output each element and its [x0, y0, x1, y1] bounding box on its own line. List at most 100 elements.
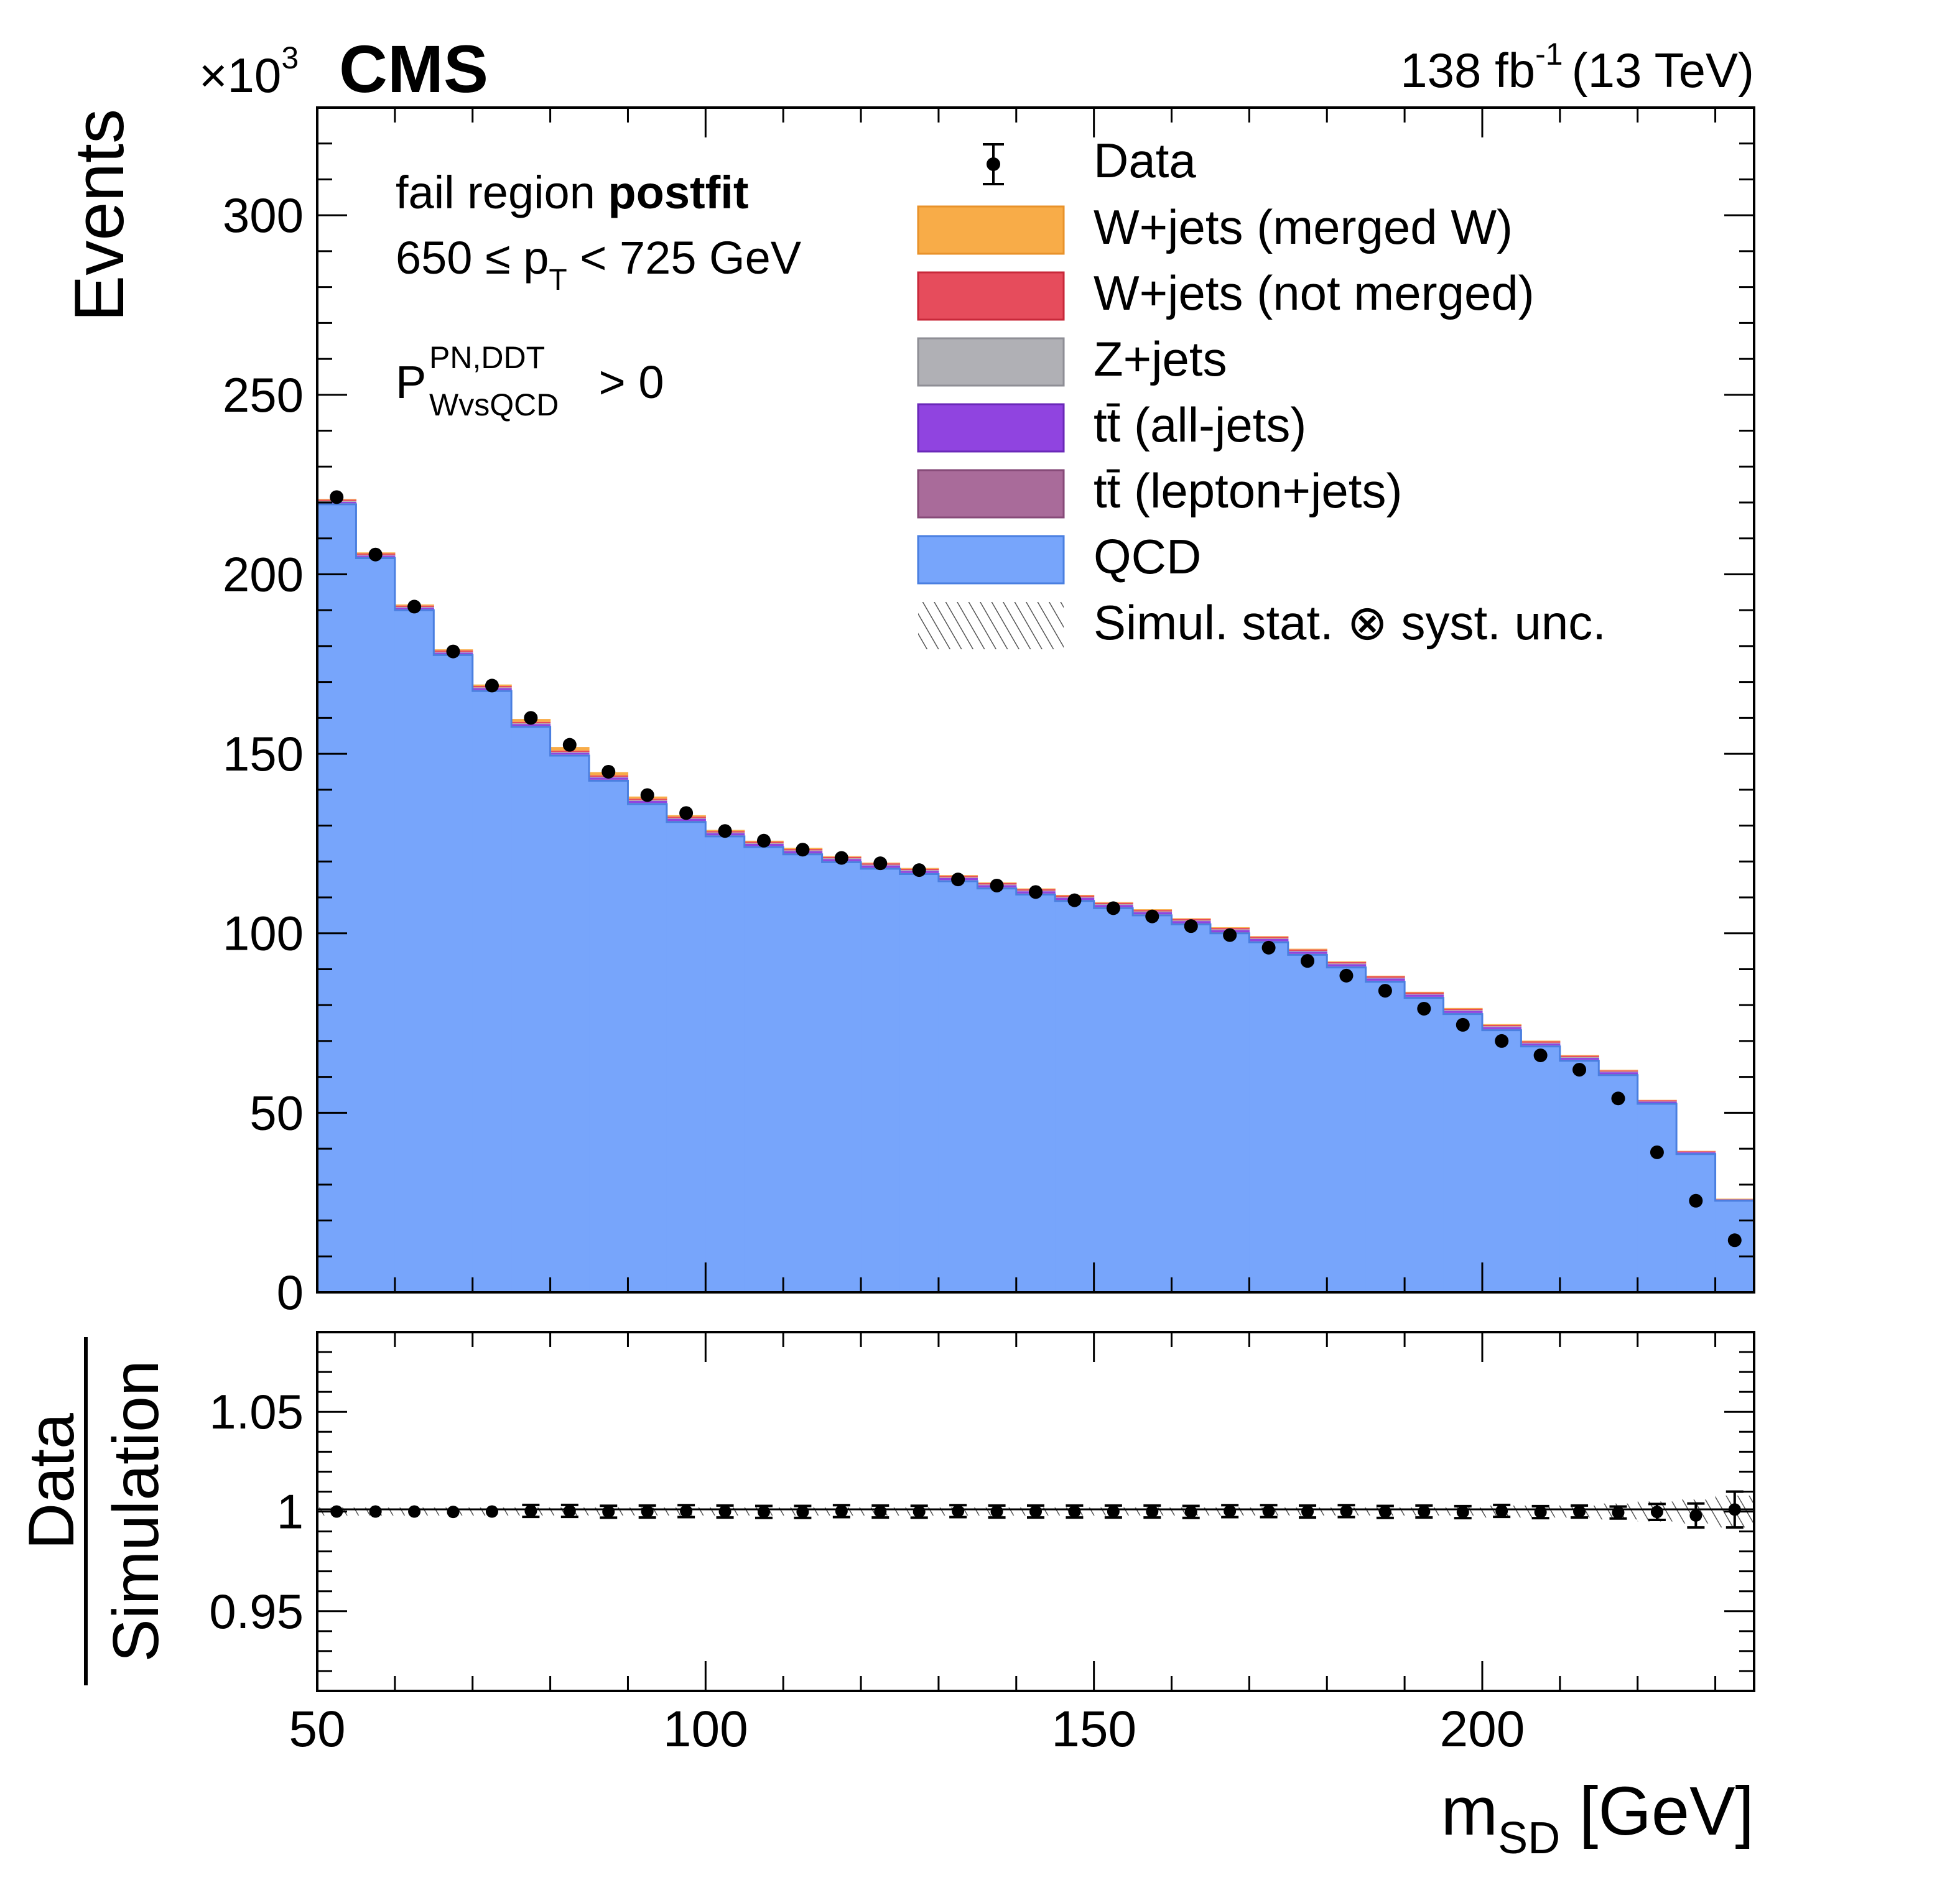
ratio-point [1107, 1505, 1120, 1518]
stack-bar-zjets [1249, 938, 1289, 939]
ratio-point [447, 1506, 460, 1519]
ratio-point [563, 1504, 576, 1517]
ratio-point [1029, 1505, 1042, 1518]
tagger-sub: WvsQCD [429, 387, 559, 422]
ratio-point [1146, 1505, 1159, 1518]
stack-bar-qcd [589, 780, 629, 1292]
data-point [990, 878, 1004, 892]
stack-bar-wjets-not-merged [1559, 1055, 1599, 1057]
region-label: fail region postfit [396, 167, 748, 218]
stack-bar-zjets [1521, 1042, 1561, 1044]
y-tick-label: 0 [277, 1265, 304, 1320]
data-point [1067, 893, 1082, 907]
stack-bar-wjets-not-merged [1715, 1198, 1755, 1200]
stack-bar-wjets-not-merged [1249, 937, 1289, 938]
ratio-point [1650, 1506, 1663, 1519]
data-point [407, 600, 422, 614]
stack-bar-qcd [1016, 894, 1056, 1292]
ratio-point [1378, 1506, 1391, 1519]
ratio-point [1495, 1504, 1508, 1517]
y-tick-label: 100 [223, 906, 304, 961]
stack-bar-tt-all [1365, 978, 1405, 981]
data-point [1184, 919, 1198, 933]
ratio-point [718, 1505, 732, 1518]
legend-label-tt-all: tt̄ (all-jets) [1094, 397, 1306, 452]
stack-bar-qcd [1482, 1030, 1521, 1292]
ratio-point [602, 1505, 615, 1518]
stack-bar-qcd [899, 874, 939, 1292]
ratio-point [874, 1505, 887, 1518]
data-point [446, 644, 460, 659]
tagger-sup: PN,DDT [429, 340, 545, 375]
data-point [1533, 1049, 1548, 1062]
legend-label-zjets: Z+jets [1094, 331, 1227, 386]
legend-swatch-wjets-merged [917, 205, 1065, 255]
ratio-point [1224, 1504, 1237, 1517]
ratio-y-denominator: Simulation [100, 1360, 172, 1662]
data-point [873, 856, 888, 871]
stack-bar-qcd [1676, 1154, 1716, 1292]
stack-bar-zjets [1715, 1199, 1755, 1200]
tagger-rest: > 0 [586, 356, 664, 408]
legend-swatch-wjets-not-merged [917, 271, 1065, 321]
data-point [1650, 1145, 1664, 1159]
ratio-point [1418, 1505, 1431, 1518]
ratio-point [641, 1505, 654, 1518]
stack-bar-tt-all [1327, 964, 1367, 966]
stack-bar-qcd [666, 822, 706, 1292]
legend: Data W+jets (merged W) W+jets (not merge… [917, 133, 1606, 650]
data-point [1029, 885, 1043, 899]
legend-swatch-tt-lep [917, 469, 1065, 519]
stack-bar-qcd [394, 610, 434, 1293]
stack-bar-wjets-merged [1676, 1151, 1716, 1152]
stack-qcd [317, 504, 1755, 1293]
stack-bar-wjets-merged [1327, 961, 1367, 962]
data-point [1456, 1017, 1470, 1032]
ratio-point [1573, 1505, 1586, 1518]
data-point [485, 678, 499, 693]
stack-bar-qcd [1210, 933, 1250, 1292]
main-axis-ticks: 0 50 100 150 200 250 300 [223, 106, 1754, 1320]
ratio-point [835, 1504, 848, 1517]
stack-bar-qcd [1559, 1060, 1599, 1292]
stack-bar-qcd [783, 854, 823, 1292]
data-point [1378, 984, 1392, 998]
stack-bar-zjets [1288, 951, 1327, 952]
ratio-point [757, 1506, 770, 1519]
data-point [679, 806, 694, 820]
x-axis-sub: SD [1498, 1813, 1560, 1863]
data-point [1689, 1193, 1703, 1208]
legend-label-unc: Simul. stat. ⊗ syst. unc. [1094, 595, 1606, 650]
legend-item-data: Data [983, 133, 1196, 188]
x-tick-label: 200 [1440, 1701, 1525, 1757]
stack-bar-zjets [1637, 1101, 1677, 1102]
y-tick-label: 250 [223, 368, 304, 422]
ratio-tick-label: 1 [277, 1484, 304, 1539]
y-axis-title: Events [60, 109, 138, 322]
stack-bar-qcd [705, 836, 745, 1292]
x-tick-label: 50 [289, 1701, 345, 1757]
stack-bar-qcd [938, 881, 978, 1292]
lumi-value: 138 fb [1400, 43, 1535, 98]
data-point [1261, 940, 1276, 955]
stack-bar-wjets-not-merged [1637, 1100, 1677, 1101]
tagger-label: PPN,DDT WvsQCD > 0 [396, 340, 664, 422]
main-frame [316, 106, 1755, 1294]
data-point [1417, 1001, 1431, 1016]
energy: (13 TeV) [1572, 43, 1754, 98]
data-point [912, 863, 926, 877]
ratio-point [952, 1504, 965, 1517]
stack-bar-tt-all [1676, 1152, 1716, 1154]
ratio-point [1068, 1505, 1081, 1518]
ratio-tick-label: 0.95 [209, 1584, 304, 1639]
data-point [756, 833, 771, 848]
ratio-point [408, 1505, 421, 1518]
stack-bar-tt-all [1249, 938, 1289, 942]
y-tick-label: 200 [223, 547, 304, 601]
ratio-point [1184, 1506, 1197, 1519]
stack-bar-qcd [1405, 998, 1444, 1292]
legend-swatch-unc [918, 602, 1064, 649]
ratio-point [1301, 1505, 1314, 1518]
stack-bar-tt-all [511, 724, 551, 726]
stack-bar-wjets-merged [1405, 991, 1444, 993]
